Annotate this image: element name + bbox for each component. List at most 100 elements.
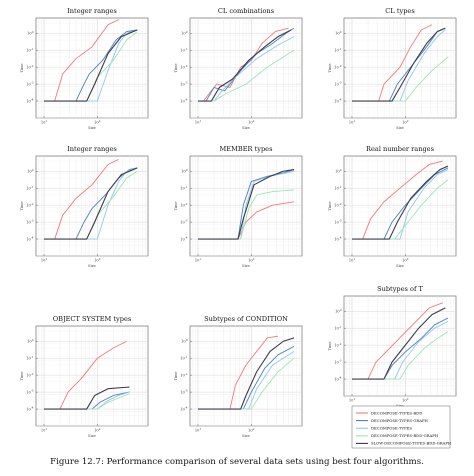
series-line-dark	[198, 169, 295, 240]
series-line-dark	[44, 167, 138, 240]
y-tick-label: 10-1	[26, 47, 34, 53]
x-tick-label: 101	[41, 427, 48, 433]
x-axis-label: Size	[242, 264, 250, 268]
chart-panel-4: Integer ranges 10-4 10-3 10-2 10-1 100 101 102S…	[20, 145, 149, 268]
y-tick-label: 100	[27, 338, 34, 344]
series-line-dark	[352, 307, 446, 380]
x-tick-label: 101	[41, 119, 48, 125]
y-tick-label: 100	[181, 338, 188, 344]
y-tick-label: 10-4	[180, 236, 188, 242]
chart-title: Real number ranges	[366, 145, 435, 153]
y-tick-label: 100	[181, 30, 188, 36]
chart-panel-7: OBJECT SYSTEM types 10-4 10-3 10-2 10-1 100 10…	[20, 315, 149, 438]
legend-box	[351, 405, 451, 449]
x-tick-label: 102	[402, 257, 409, 263]
y-tick-label: 10-4	[180, 406, 188, 412]
chart-title: Subtypes of T	[377, 285, 423, 293]
y-tick-label: 10-1	[334, 325, 342, 331]
x-tick-label: 101	[195, 119, 202, 125]
x-axis-label: Size	[396, 264, 404, 268]
series-line-dark	[198, 29, 292, 102]
chart-title: Integer ranges	[67, 145, 117, 153]
x-tick-label: 102	[94, 427, 101, 433]
series-line-green	[198, 49, 295, 102]
y-tick-label: 10-4	[26, 236, 34, 242]
y-tick-label: 100	[335, 168, 342, 174]
legend: DECOMPOSE-TYPES-BDD DECOMPOSE-TYPES-GRAPH…	[351, 405, 452, 449]
y-tick-label: 10-4	[334, 98, 342, 104]
x-tick-label: 101	[349, 119, 356, 125]
y-tick-label: 10-2	[26, 202, 34, 208]
x-tick-label: 102	[248, 257, 255, 263]
y-tick-label: 10-3	[26, 219, 34, 225]
chart-panel-9: Subtypes of T10-410-310-210-1100101102Si…	[328, 285, 457, 408]
chart-title: Integer ranges	[67, 7, 117, 15]
y-tick-label: 10-1	[180, 185, 188, 191]
y-tick-label: 10-2	[180, 64, 188, 70]
y-tick-label: 10-2	[334, 64, 342, 70]
chart-panel-8: Subtypes of CONDITION 10-4 10-3 10-2 10-1 100…	[174, 315, 303, 438]
series-line-dark	[352, 165, 449, 240]
x-axis-label: Size	[242, 434, 250, 438]
legend-label: DECOMPOSE-TYPES-GRAPH	[371, 418, 429, 423]
y-axis-label: Time	[174, 371, 178, 380]
y-axis-label: Time	[328, 201, 332, 210]
y-axis-label: Time	[20, 201, 24, 210]
series-line-dark	[352, 27, 446, 102]
y-tick-label: 10-4	[26, 98, 34, 104]
y-tick-label: 10-2	[180, 202, 188, 208]
y-tick-label: 10-2	[26, 64, 34, 70]
y-tick-label: 10-3	[334, 359, 342, 365]
y-tick-label: 10-3	[26, 389, 34, 395]
y-tick-label: 10-1	[26, 185, 34, 191]
y-axis-label: Time	[20, 371, 24, 380]
y-tick-label: 100	[181, 168, 188, 174]
legend-label: DECOMPOSE-TYPES-BDD	[371, 410, 422, 415]
y-tick-label: 100	[27, 168, 34, 174]
x-tick-label: 101	[195, 257, 202, 263]
series-line-dark	[44, 386, 130, 410]
y-axis-label: Time	[20, 63, 24, 72]
chart-panel-6: Real number ranges 10-4 10-3 10-2 10-1 100 101…	[328, 145, 457, 268]
x-tick-label: 102	[94, 119, 101, 125]
x-axis-label: Size	[88, 434, 96, 438]
y-tick-label: 10-1	[180, 47, 188, 53]
y-tick-label: 10-4	[26, 406, 34, 412]
y-tick-label: 10-3	[180, 389, 188, 395]
chart-panel-1: Integer ranges 10-4 10-3 10-2 10-1 100 101 102S…	[20, 7, 149, 130]
x-tick-label: 102	[248, 119, 255, 125]
series-line-green	[352, 331, 449, 380]
legend-label: DECOMPOSE-TYPES-BDD-GRAPH	[371, 433, 439, 438]
chart-title: MEMBER types	[220, 145, 274, 153]
y-tick-label: 10-3	[180, 219, 188, 225]
x-tick-label: 102	[402, 397, 409, 403]
legend-label: DECOMPOSE-TYPES	[371, 426, 412, 431]
series-line-dark	[198, 337, 295, 410]
y-tick-label: 100	[27, 30, 34, 36]
y-tick-label: 10-1	[334, 185, 342, 191]
x-tick-label: 102	[402, 119, 409, 125]
series-line-blue	[198, 27, 295, 102]
chart-title: Subtypes of CONDITION	[204, 315, 288, 323]
x-tick-label: 101	[349, 257, 356, 263]
x-tick-label: 101	[195, 427, 202, 433]
chart-panel-2: CL combinations 10-4 10-3 10-2 10-1 100 101 102…	[174, 7, 303, 130]
series-line-red	[352, 160, 443, 240]
chart-panel-5: MEMBER types 10-4 10-3 10-2 10-1 100 101 102Siz…	[174, 145, 303, 268]
y-tick-label: 10-4	[180, 98, 188, 104]
y-tick-label: 10-3	[180, 81, 188, 87]
x-axis-label: Size	[88, 264, 96, 268]
x-tick-label: 101	[41, 257, 48, 263]
y-tick-label: 10-2	[180, 372, 188, 378]
y-axis-label: Time	[328, 341, 332, 350]
y-axis-label: Time	[174, 63, 178, 72]
y-tick-label: 100	[335, 30, 342, 36]
series-line-blue	[44, 29, 138, 102]
y-tick-label: 10-2	[334, 202, 342, 208]
y-axis-label: Time	[328, 63, 332, 72]
series-line-dark	[44, 29, 138, 102]
series-line-lightblue	[44, 29, 138, 102]
y-tick-label: 10-3	[26, 81, 34, 87]
